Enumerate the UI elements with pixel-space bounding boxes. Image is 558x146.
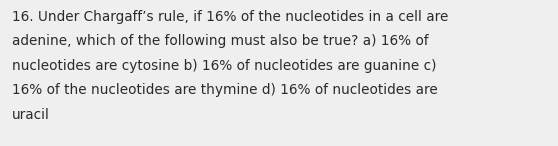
Text: adenine, which of the following must also be true? a) 16% of: adenine, which of the following must als…: [12, 34, 429, 48]
Text: 16. Under Chargaff’s rule, if 16% of the nucleotides in a cell are: 16. Under Chargaff’s rule, if 16% of the…: [12, 10, 449, 24]
Text: uracil: uracil: [12, 108, 50, 122]
Text: 16% of the nucleotides are thymine d) 16% of nucleotides are: 16% of the nucleotides are thymine d) 16…: [12, 83, 437, 97]
Text: nucleotides are cytosine b) 16% of nucleotides are guanine c): nucleotides are cytosine b) 16% of nucle…: [12, 59, 436, 73]
